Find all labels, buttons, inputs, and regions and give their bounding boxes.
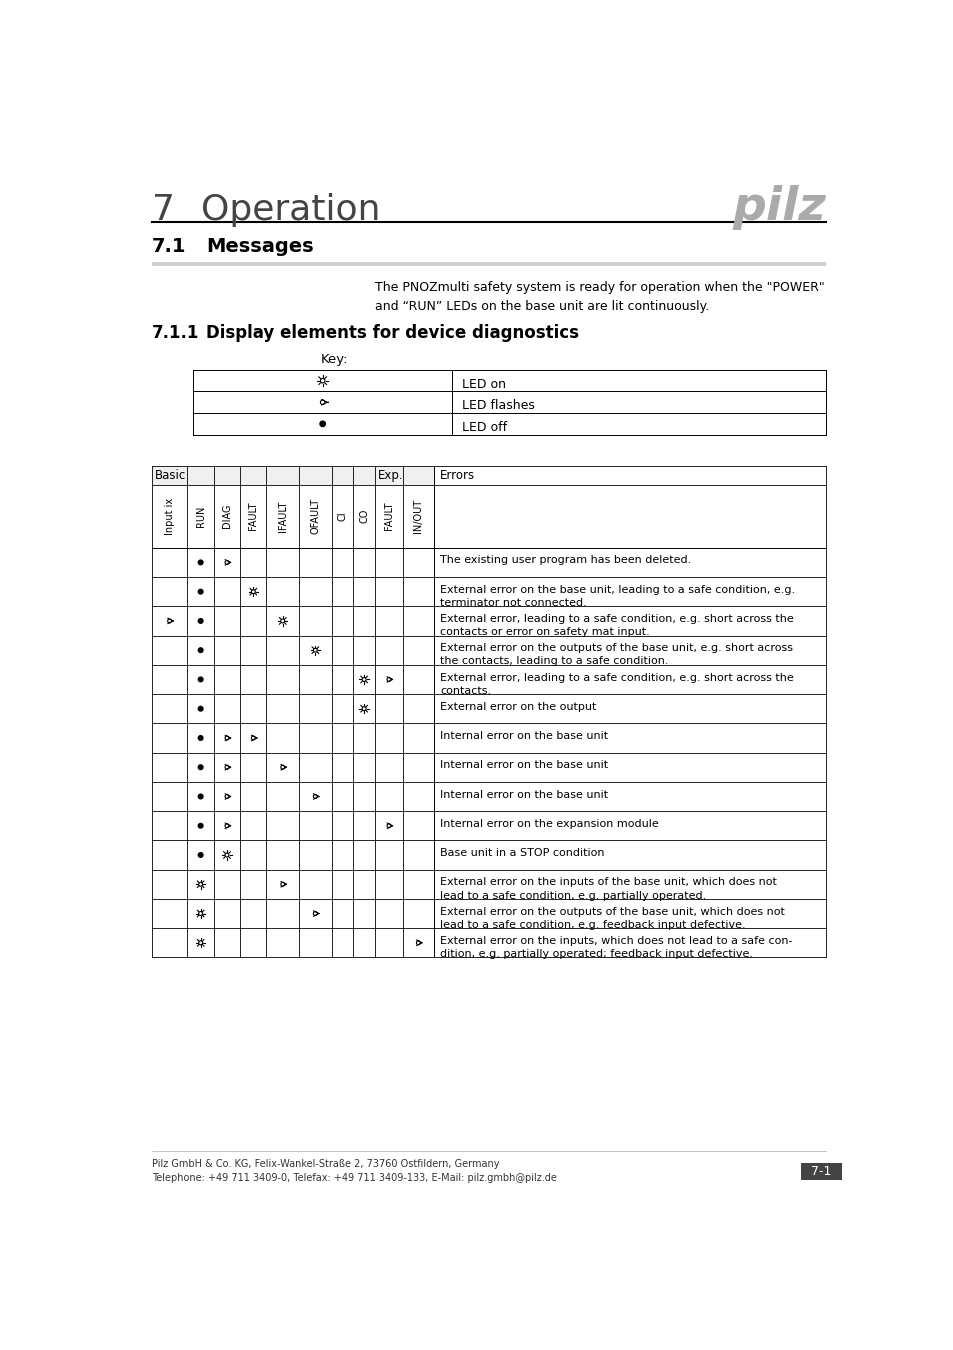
Text: pilz: pilz xyxy=(731,185,825,230)
Text: The PNOZmulti safety system is ready for operation when the "POWER"
and “RUN” LE: The PNOZmulti safety system is ready for… xyxy=(375,281,824,313)
Text: 7: 7 xyxy=(152,193,174,227)
Circle shape xyxy=(198,618,203,624)
Text: FAULT: FAULT xyxy=(383,502,394,531)
Text: LED off: LED off xyxy=(461,421,506,433)
Text: Errors: Errors xyxy=(439,470,475,482)
Circle shape xyxy=(319,421,325,427)
Circle shape xyxy=(198,706,203,711)
Circle shape xyxy=(198,824,203,828)
Text: Exp.: Exp. xyxy=(377,470,403,482)
Text: External error, leading to a safe condition, e.g. short across the
contacts or e: External error, leading to a safe condit… xyxy=(439,614,793,637)
Bar xyxy=(375,466,434,485)
Text: Key:: Key: xyxy=(320,352,348,366)
Text: Basic: Basic xyxy=(154,470,186,482)
Text: Internal error on the base unit: Internal error on the base unit xyxy=(439,732,608,741)
Text: RUN: RUN xyxy=(195,505,206,526)
Circle shape xyxy=(198,853,203,857)
Text: IN/OUT: IN/OUT xyxy=(413,500,423,533)
Text: External error, leading to a safe condition, e.g. short across the
contacts.: External error, leading to a safe condit… xyxy=(439,672,793,695)
Circle shape xyxy=(198,794,203,799)
Text: External error on the output: External error on the output xyxy=(439,702,596,711)
Text: Internal error on the base unit: Internal error on the base unit xyxy=(439,760,608,771)
Circle shape xyxy=(198,678,203,682)
Text: External error on the inputs of the base unit, which does not
lead to a safe con: External error on the inputs of the base… xyxy=(439,878,776,900)
Text: Pilz GmbH & Co. KG, Felix-Wankel-Straße 2, 73760 Ostfildern, Germany
Telephone: : Pilz GmbH & Co. KG, Felix-Wankel-Straße … xyxy=(152,1160,557,1183)
Text: DIAG: DIAG xyxy=(222,504,232,528)
Bar xyxy=(152,466,375,485)
Text: IFAULT: IFAULT xyxy=(277,501,288,532)
Text: Input ix: Input ix xyxy=(165,498,174,535)
Circle shape xyxy=(198,765,203,769)
Text: CO: CO xyxy=(358,509,369,524)
Text: External error on the outputs of the base unit, e.g. short across
the contacts, : External error on the outputs of the bas… xyxy=(439,643,792,667)
Text: OFAULT: OFAULT xyxy=(310,498,320,535)
Text: FAULT: FAULT xyxy=(248,502,258,531)
Circle shape xyxy=(198,590,203,594)
Text: External error on the outputs of the base unit, which does not
lead to a safe co: External error on the outputs of the bas… xyxy=(439,907,784,930)
Bar xyxy=(152,262,825,266)
Text: Internal error on the expansion module: Internal error on the expansion module xyxy=(439,819,659,829)
Text: 7.1: 7.1 xyxy=(152,238,186,256)
Circle shape xyxy=(198,560,203,564)
Text: Display elements for device diagnostics: Display elements for device diagnostics xyxy=(206,324,578,342)
Circle shape xyxy=(198,736,203,740)
Text: LED on: LED on xyxy=(461,378,505,390)
Circle shape xyxy=(198,648,203,652)
Text: Messages: Messages xyxy=(206,238,314,256)
Text: External error on the base unit, leading to a safe condition, e.g.
terminator no: External error on the base unit, leading… xyxy=(439,585,795,608)
Bar xyxy=(801,1162,841,1180)
Text: External error on the inputs, which does not lead to a safe con-
dition, e.g. pa: External error on the inputs, which does… xyxy=(439,936,792,958)
Text: 7.1.1: 7.1.1 xyxy=(152,324,199,342)
Text: CI: CI xyxy=(337,512,347,521)
Text: The existing user program has been deleted.: The existing user program has been delet… xyxy=(439,555,691,566)
Text: LED flashes: LED flashes xyxy=(461,400,534,412)
Text: Base unit in a STOP condition: Base unit in a STOP condition xyxy=(439,848,604,859)
Text: Operation: Operation xyxy=(200,193,379,227)
Text: Internal error on the base unit: Internal error on the base unit xyxy=(439,790,608,799)
Text: 7-1: 7-1 xyxy=(810,1165,831,1179)
